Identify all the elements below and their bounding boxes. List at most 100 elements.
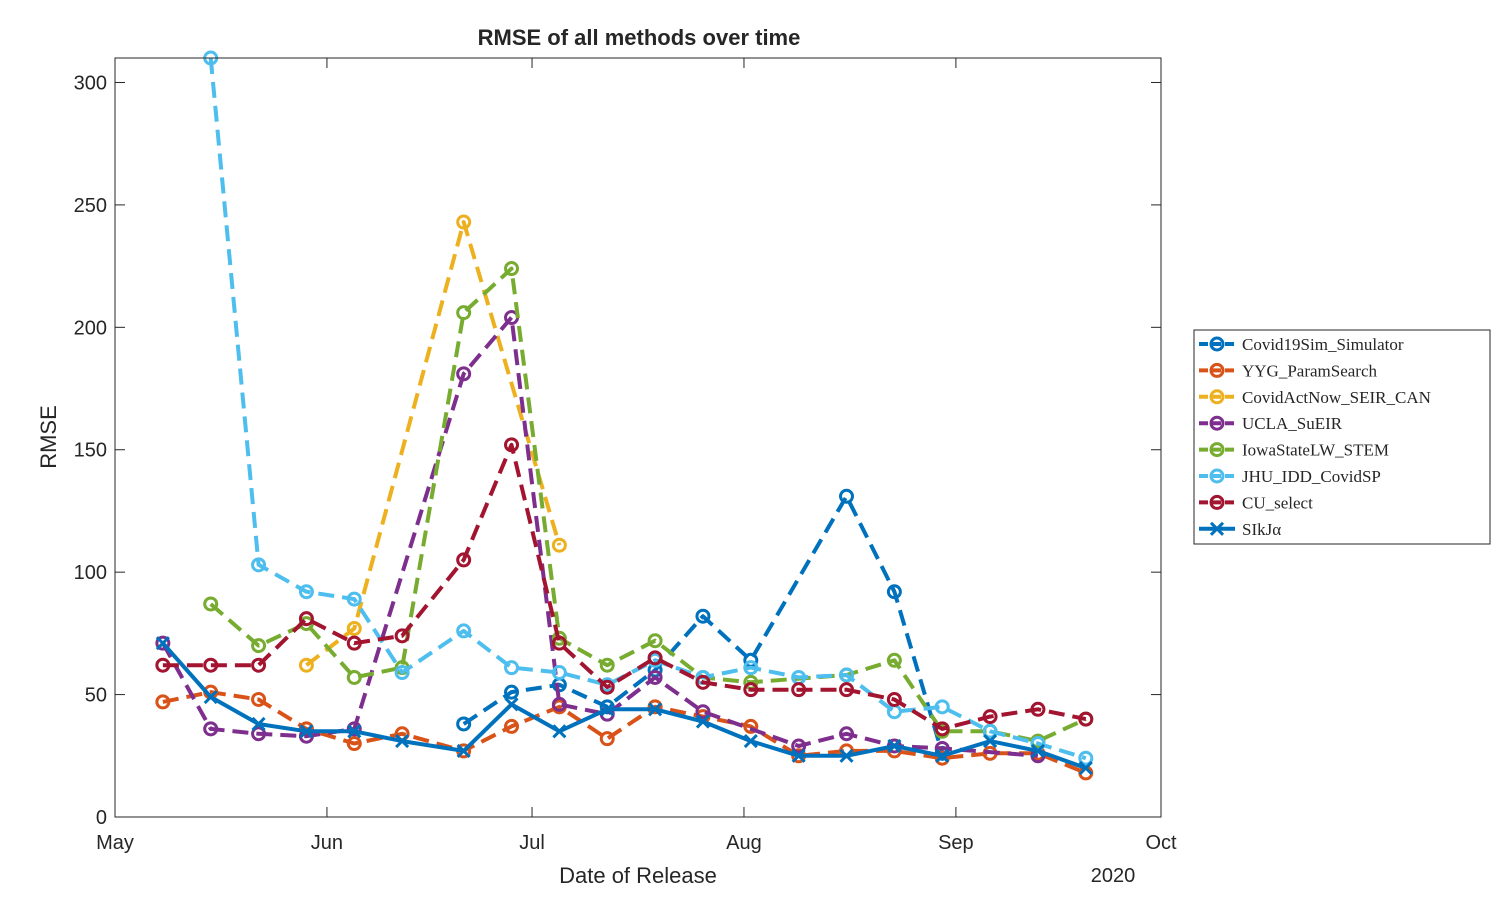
- legend-marker: [1209, 389, 1225, 405]
- data-point: [551, 630, 567, 646]
- data-point: [934, 750, 950, 766]
- data-point: [346, 635, 362, 651]
- legend-entry: IowaStateLW_STEM: [1199, 441, 1389, 460]
- y-tick-label: 0: [96, 807, 107, 829]
- data-point: [298, 657, 314, 673]
- data-point: [695, 608, 711, 624]
- plot-frame: [114, 57, 1162, 818]
- data-point: [203, 657, 219, 673]
- data-point: [504, 697, 519, 712]
- series-line: [305, 220, 562, 667]
- data-point: [647, 650, 663, 666]
- data-point: [504, 437, 520, 453]
- legend-entry: SIkJα: [1199, 520, 1281, 539]
- data-point: [552, 724, 567, 739]
- data-point: [839, 488, 855, 504]
- data-point: [551, 696, 567, 712]
- data-point: [456, 366, 472, 382]
- legend-label: UCLA_SuEIR: [1242, 414, 1343, 433]
- x-axis-label: Date of Release: [559, 863, 717, 888]
- data-point: [791, 748, 806, 763]
- data-point: [456, 214, 472, 230]
- series-layer: [155, 50, 1094, 781]
- data-point: [982, 723, 998, 739]
- data-point: [887, 738, 902, 754]
- data-point: [599, 699, 615, 715]
- series-line: [209, 266, 1087, 744]
- data-point: [298, 584, 314, 600]
- legend-entry: JHU_IDD_CovidSP: [1199, 467, 1381, 486]
- data-point: [346, 591, 362, 607]
- x-axis-year-label: 2020: [1091, 865, 1136, 887]
- legend-entry: UCLA_SuEIR: [1199, 414, 1343, 433]
- data-point: [504, 718, 520, 734]
- series-2: [298, 214, 567, 673]
- chart-title: RMSE of all methods over time: [478, 25, 801, 50]
- data-point: [456, 623, 472, 639]
- data-point: [839, 748, 854, 763]
- data-point: [647, 669, 663, 685]
- y-tick-label: 300: [74, 72, 107, 94]
- data-point: [695, 714, 711, 729]
- data-point: [346, 620, 362, 636]
- series-7: [155, 636, 1093, 776]
- data-point: [203, 689, 218, 705]
- legend-marker: [1209, 336, 1225, 352]
- legend-label: JHU_IDD_CovidSP: [1242, 467, 1381, 486]
- y-tick-label: 200: [74, 317, 107, 339]
- legend-marker: [1209, 494, 1225, 510]
- legend-label: YYG_ParamSearch: [1242, 361, 1378, 380]
- y-tick-label: 250: [74, 195, 107, 217]
- plot-area: [115, 58, 1161, 817]
- data-point: [1078, 750, 1094, 766]
- data-point: [551, 635, 567, 651]
- data-point: [155, 694, 171, 710]
- x-tick-label: Sep: [938, 832, 974, 854]
- data-point: [886, 584, 902, 600]
- data-point: [599, 679, 615, 695]
- data-point: [934, 699, 950, 715]
- data-point: [203, 721, 219, 737]
- data-point: [394, 628, 410, 644]
- y-tick-label: 150: [74, 440, 107, 462]
- data-point: [935, 748, 950, 763]
- data-point: [504, 660, 520, 676]
- data-point: [347, 724, 362, 739]
- data-point: [886, 652, 902, 668]
- data-point: [251, 726, 267, 742]
- data-point: [743, 682, 759, 698]
- legend-label: CU_select: [1242, 493, 1313, 512]
- data-point: [346, 721, 362, 737]
- legend-marker: [1209, 521, 1225, 536]
- data-point: [600, 702, 615, 717]
- data-point: [695, 704, 711, 720]
- series-line: [208, 57, 1087, 761]
- data-point: [934, 721, 950, 737]
- legend-box: [1193, 329, 1491, 545]
- legend-marker: [1209, 468, 1225, 484]
- series-line: [462, 494, 945, 754]
- data-point: [599, 731, 615, 747]
- x-tick-label: Jul: [519, 832, 545, 854]
- data-point: [1030, 701, 1046, 717]
- data-point: [791, 738, 807, 754]
- data-point: [155, 636, 170, 651]
- x-tick-label: Oct: [1145, 832, 1177, 854]
- data-point: [839, 726, 855, 742]
- legend-label: SIkJα: [1242, 520, 1281, 539]
- data-point: [155, 635, 171, 651]
- data-point: [346, 736, 362, 752]
- series-line: [162, 442, 1087, 731]
- data-point: [395, 734, 410, 749]
- y-axis-label: RMSE: [36, 405, 61, 469]
- data-point: [456, 743, 471, 758]
- data-point: [298, 611, 314, 627]
- legend-entry: CU_select: [1199, 493, 1313, 512]
- data-point: [299, 724, 314, 739]
- data-point: [251, 716, 266, 732]
- data-point: [456, 305, 472, 321]
- x-tick-label: May: [96, 832, 134, 854]
- legend-label: IowaStateLW_STEM: [1242, 441, 1389, 460]
- data-point: [551, 537, 567, 553]
